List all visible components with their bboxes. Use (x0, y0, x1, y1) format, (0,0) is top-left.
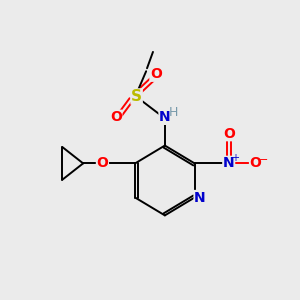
Text: O: O (97, 156, 108, 170)
Text: O: O (110, 110, 122, 124)
Text: −: − (259, 155, 268, 165)
Text: O: O (223, 127, 235, 141)
Text: H: H (169, 106, 178, 119)
Text: +: + (231, 153, 239, 163)
Text: O: O (150, 67, 162, 81)
Text: N: N (223, 156, 235, 170)
Text: N: N (159, 110, 171, 124)
Text: S: S (131, 89, 142, 104)
Text: N: N (194, 190, 206, 205)
Text: O: O (250, 156, 262, 170)
